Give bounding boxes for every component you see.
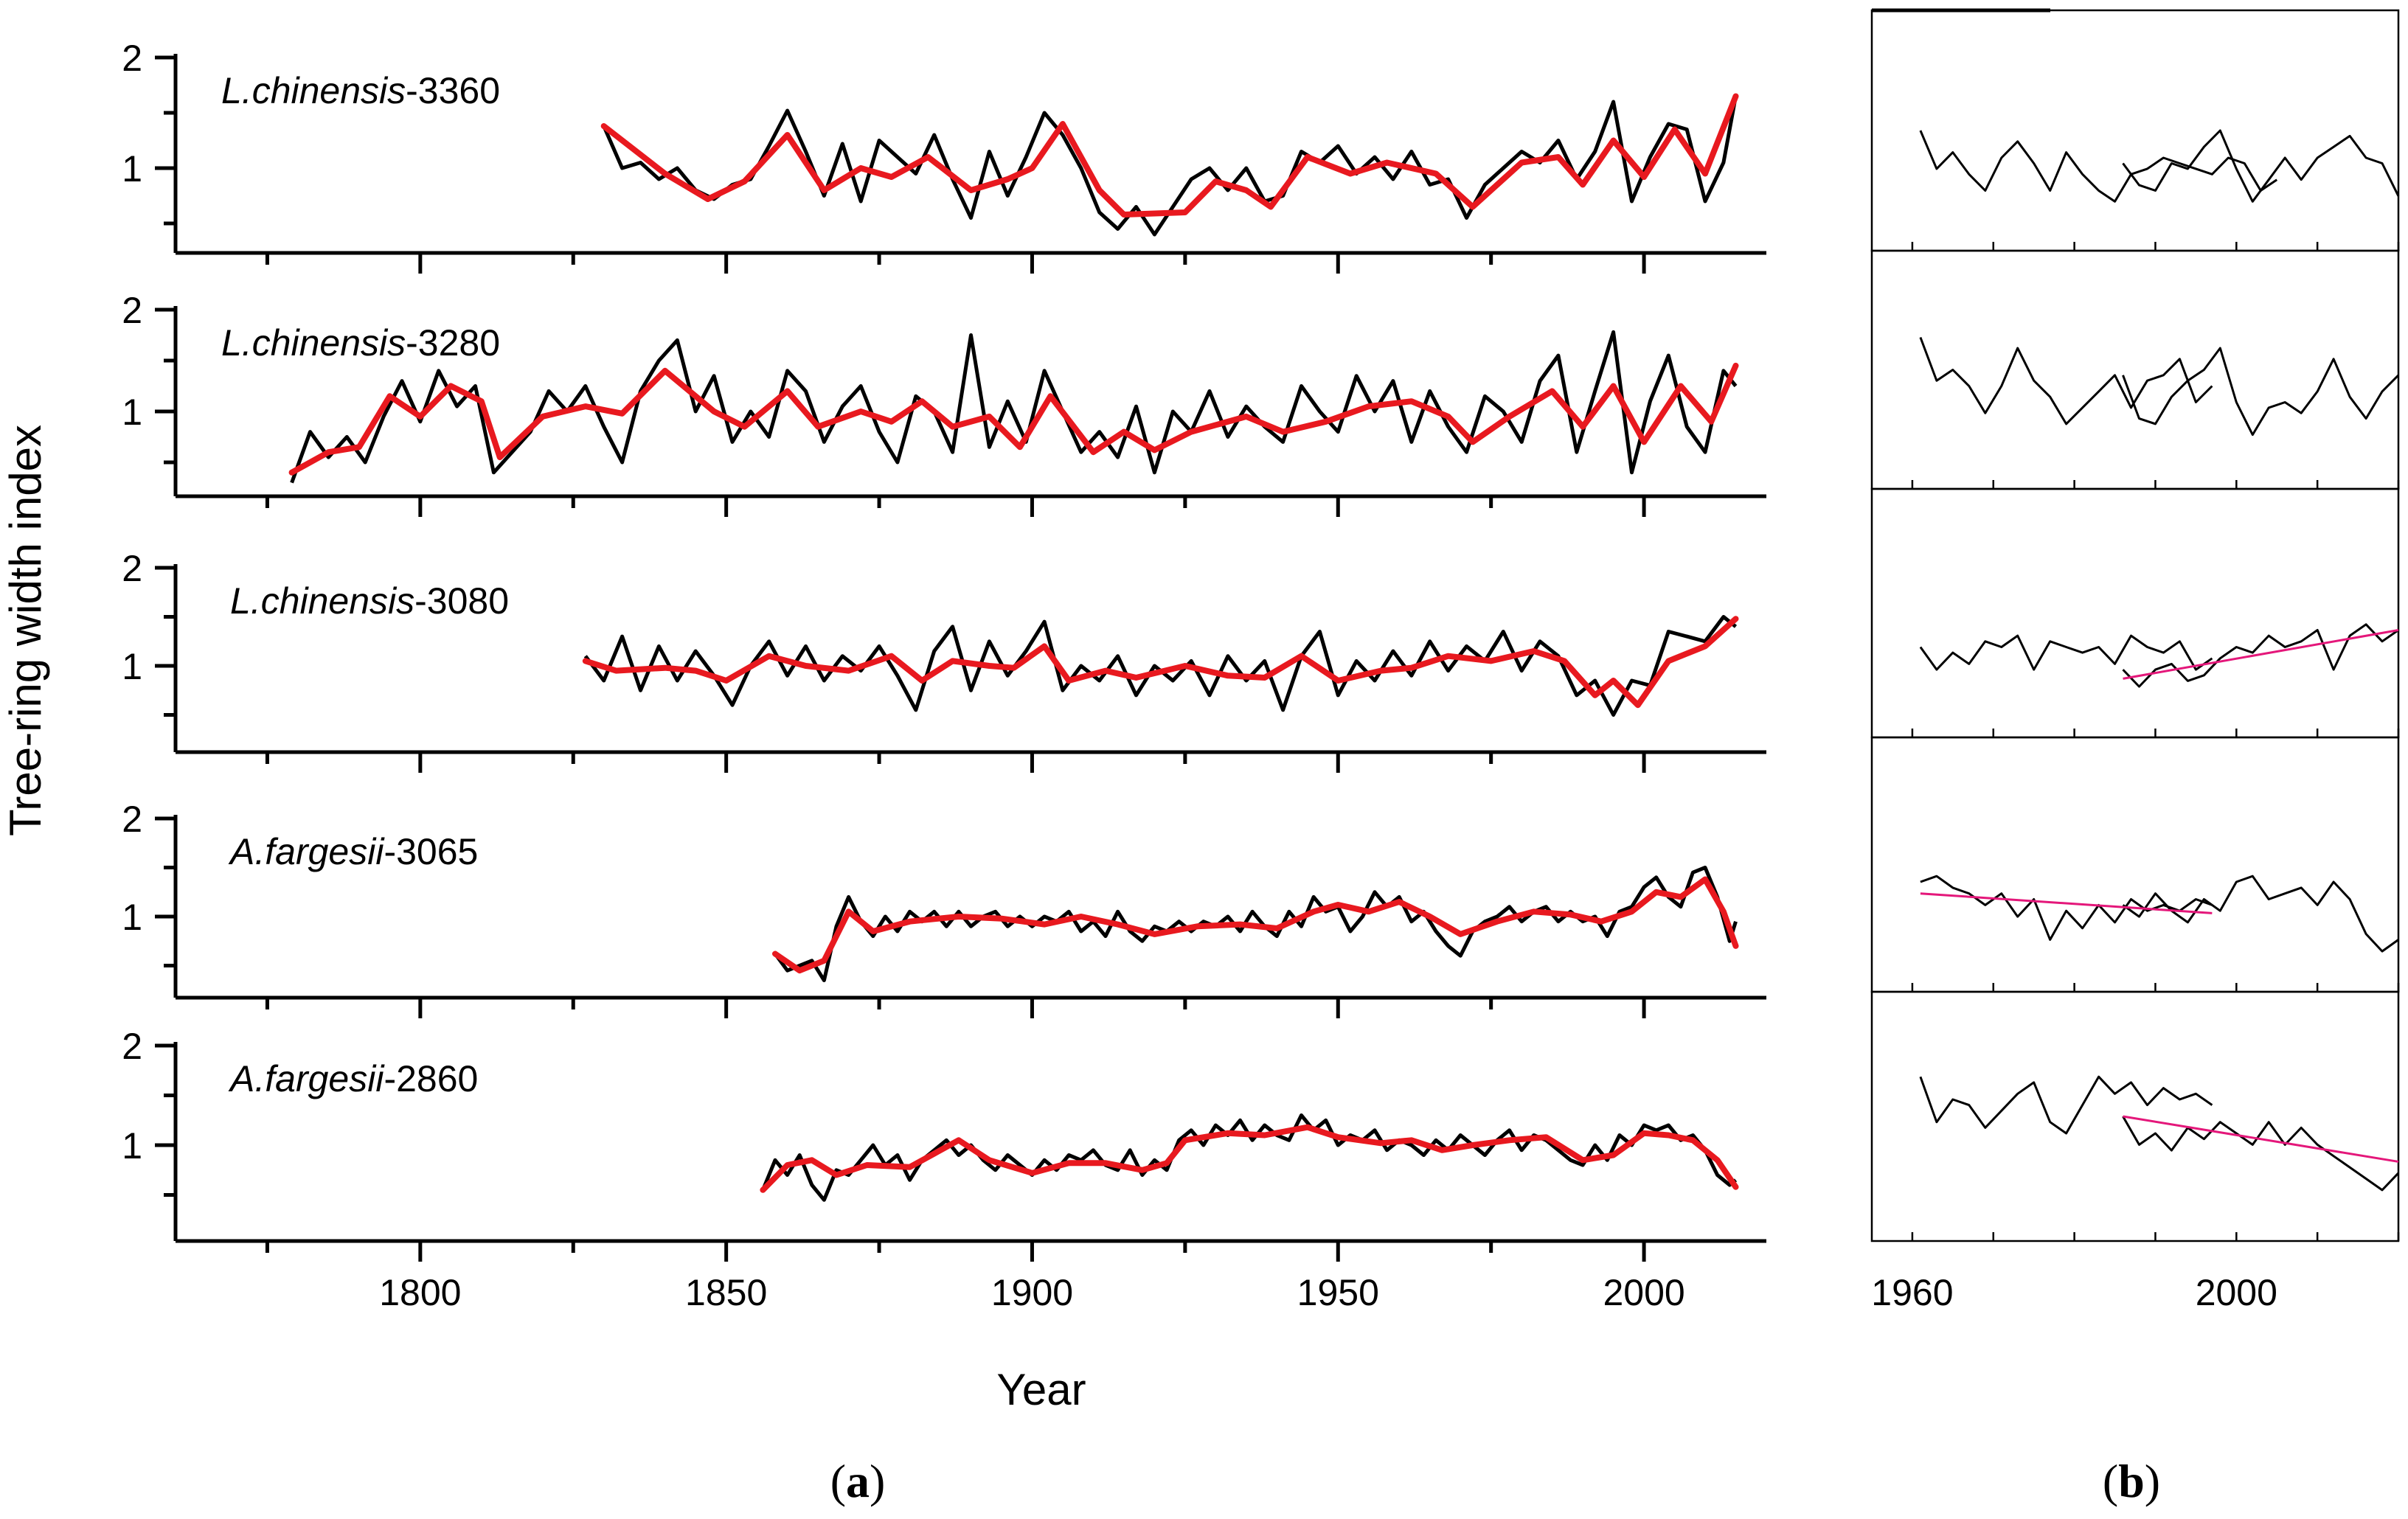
a-subplot-2: 1 2 L.chinensis-3280 <box>122 290 1766 517</box>
a-ytick-label-1-1: 1 <box>122 148 142 190</box>
a-series-label-species-3: L.chinensis <box>230 580 414 622</box>
a-series-label-site-5: -2860 <box>384 1058 478 1099</box>
b-early-series-2 <box>1919 336 2213 425</box>
b-xtick-label-1960: 1960 <box>1871 1272 1953 1313</box>
a-series-label-5: A.fargesii-2860 <box>228 1058 478 1099</box>
b-late-series-5 <box>2122 1116 2400 1192</box>
b-trend-line-5 <box>2123 1115 2399 1163</box>
a-subplot-3: 1 2 L.chinensis-3080 <box>122 548 1766 773</box>
b-late-series-1 <box>2122 129 2400 203</box>
a-xtick-label-1900: 1900 <box>991 1272 1073 1313</box>
panel-b-caption-close: ) <box>2145 1455 2160 1507</box>
panel-b-caption-open: ( <box>2103 1455 2118 1507</box>
a-raw-series-3 <box>583 615 1738 717</box>
a-series-label-species-2: L.chinensis <box>221 322 406 364</box>
a-ytick-label-3-1: 1 <box>122 646 142 687</box>
b-xtick-label-2000: 2000 <box>2196 1272 2277 1313</box>
b-early-series-1 <box>1919 130 2278 203</box>
panel-b: 1960 2000 (b) <box>1870 8 2400 1507</box>
panel-a-caption: (a) <box>830 1455 886 1507</box>
b-early-series-5 <box>1919 1075 2213 1135</box>
panel-a-caption-close: ) <box>870 1455 885 1507</box>
a-ytick-label-1-2: 2 <box>122 38 142 79</box>
b-trend-line-4 <box>1920 892 2213 914</box>
panel-a: 12L.chinensis-336012L.chinensis-328012L.… <box>1 38 1766 1507</box>
b-late-series-3 <box>2122 623 2399 688</box>
a-xtick-label-1800: 1800 <box>379 1272 461 1313</box>
a-ytick-label-4-1: 1 <box>122 897 142 938</box>
panel-a-caption-open: ( <box>830 1455 846 1507</box>
b-frame-3 <box>1870 487 2400 739</box>
a-ytick-label-3-2: 2 <box>122 548 142 589</box>
b-frame-2 <box>1870 249 2400 490</box>
a-series-label-3: L.chinensis-3080 <box>230 580 509 622</box>
b-early-series-3 <box>1919 634 2213 671</box>
b-subplot-4 <box>1870 736 2400 993</box>
a-smooth-series-3 <box>582 616 1739 709</box>
a-ytick-label-2-2: 2 <box>122 290 142 331</box>
b-subplot-3 <box>1870 487 2400 739</box>
a-xtick-label-1850: 1850 <box>685 1272 767 1313</box>
a-ytick-label-5-2: 2 <box>122 1026 142 1067</box>
a-series-label-site-4: -3065 <box>384 831 478 872</box>
b-subplot-5 <box>1870 990 2400 1242</box>
b-early-series-4 <box>1920 875 2213 941</box>
panel-b-caption: (b) <box>2103 1455 2160 1507</box>
a-subplot-1: 1 2 L.chinensis-3360 <box>122 38 1766 274</box>
a-series-label-2: L.chinensis-3280 <box>221 322 500 364</box>
b-subplot-1 <box>1870 9 2400 252</box>
a-subplot-4: 1 2 A.fargesii-3065 <box>122 799 1766 1018</box>
a-ytick-label-2-1: 1 <box>122 392 142 433</box>
a-ytick-label-4-2: 2 <box>122 799 142 840</box>
a-smooth-series-5 <box>760 1124 1739 1193</box>
panel-b-caption-letter: b <box>2118 1455 2145 1507</box>
a-smooth-series-4 <box>772 876 1739 974</box>
a-xtick-label-1950: 1950 <box>1297 1272 1379 1313</box>
b-frame-4 <box>1870 736 2400 993</box>
a-series-label-species-5: A.fargesii <box>228 1058 385 1099</box>
a-x-axis-title: Year <box>996 1365 1086 1414</box>
a-series-label-species-1: L.chinensis <box>221 70 406 111</box>
b-frame-1 <box>1870 9 2400 252</box>
b-trend-line-3 <box>2123 629 2399 680</box>
panel-a-caption-letter: a <box>846 1455 870 1507</box>
a-ytick-label-5-1: 1 <box>122 1125 142 1167</box>
b-late-series-2 <box>2122 347 2400 437</box>
a-xtick-label-2000: 2000 <box>1603 1272 1684 1313</box>
a-smooth-series-2 <box>288 362 1739 476</box>
a-series-label-1: L.chinensis-3360 <box>221 70 500 111</box>
a-series-label-site-3: -3080 <box>414 580 509 622</box>
a-series-label-site-1: -3360 <box>406 70 500 111</box>
b-frame-5 <box>1870 990 2400 1242</box>
b-late-series-4 <box>2122 875 2399 953</box>
a-smooth-series-1 <box>600 93 1739 218</box>
b-subplot-2 <box>1870 249 2400 490</box>
a-raw-series-1 <box>602 96 1738 237</box>
a-series-label-site-2: -3280 <box>406 322 500 364</box>
a-series-label-species-4: A.fargesii <box>228 831 385 872</box>
a-series-label-4: A.fargesii-3065 <box>228 831 478 872</box>
a-y-axis-title: Tree-ring width index <box>1 425 50 836</box>
a-subplot-5: 1 2 A.fargesii-2860 <box>122 1026 1766 1262</box>
